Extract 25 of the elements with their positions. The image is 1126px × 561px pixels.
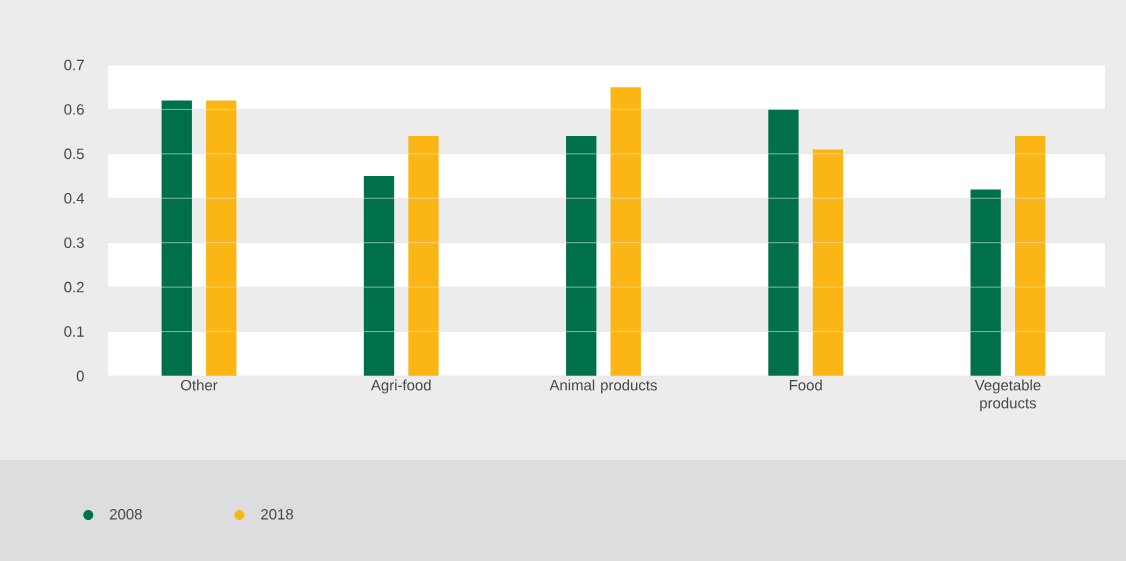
bar: [812, 149, 844, 376]
x-tick-label: Agri-food: [370, 379, 431, 394]
bar: [408, 136, 439, 376]
x-tick-label: Food: [789, 379, 822, 391]
x-tick-label: Animal products: [549, 379, 657, 394]
y-tick-label: 0.1: [64, 326, 84, 337]
bar: [566, 136, 597, 376]
bar: [768, 109, 799, 376]
bar: [161, 100, 192, 376]
legend-label: 2008: [109, 509, 142, 520]
y-tick-label: 0.3: [64, 237, 84, 248]
y-tick-label: 0.5: [64, 148, 84, 160]
y-tick-label: 0.2: [64, 281, 84, 293]
bar: [610, 87, 641, 376]
legend-label: 2018: [261, 509, 294, 520]
bar: [970, 189, 1001, 376]
bar: [206, 100, 237, 376]
x-tick-label: Other: [181, 379, 218, 391]
bar: [363, 176, 395, 376]
bar: [1015, 136, 1046, 376]
y-tick-label: 0: [76, 370, 84, 382]
y-tick-label: 0.6: [64, 104, 84, 115]
y-tick-label: 0.7: [64, 59, 84, 71]
x-tick-label: Vegetable products: [974, 379, 1041, 412]
y-tick-label: 0.4: [64, 192, 85, 204]
